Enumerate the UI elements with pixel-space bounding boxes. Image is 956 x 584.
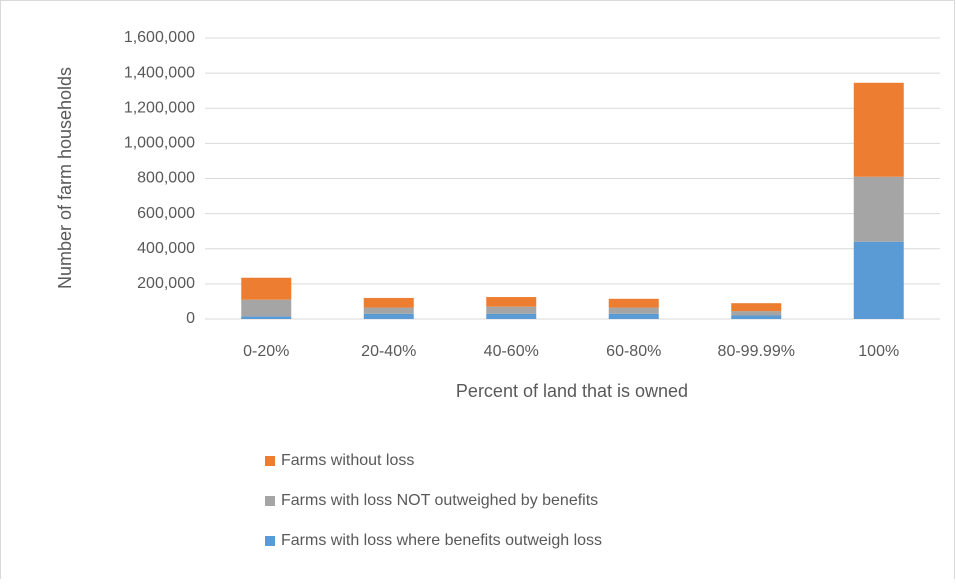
y-tick-label: 800,000 bbox=[137, 170, 195, 187]
bar-segment bbox=[853, 82, 904, 177]
bar-segment bbox=[608, 307, 659, 314]
x-axis-title: Percent of land that is owned bbox=[456, 381, 688, 401]
x-tick-label: 60-80% bbox=[606, 343, 661, 360]
y-tick-label: 1,400,000 bbox=[124, 64, 195, 81]
y-tick-label: 1,600,000 bbox=[124, 29, 195, 46]
bar-segment bbox=[363, 307, 414, 314]
x-tick-label: 80-99.99% bbox=[718, 343, 795, 360]
bar-segment bbox=[241, 277, 292, 300]
y-tick-label: 200,000 bbox=[137, 275, 195, 292]
y-tick-label: 600,000 bbox=[137, 205, 195, 222]
bar-segment bbox=[363, 297, 414, 308]
legend-label: Farms with loss NOT outweighed by benefi… bbox=[281, 492, 598, 509]
bar-segment bbox=[608, 298, 659, 308]
y-tick-label: 1,000,000 bbox=[124, 135, 195, 152]
bar-segment bbox=[241, 316, 292, 319]
legend-label: Farms without loss bbox=[281, 452, 414, 469]
bar-segment bbox=[731, 311, 782, 316]
bar-segment bbox=[241, 299, 292, 317]
bar-segment bbox=[731, 315, 782, 319]
x-tick-label: 0-20% bbox=[243, 343, 289, 360]
y-tick-label: 0 bbox=[186, 310, 195, 327]
bar-segment bbox=[853, 241, 904, 319]
legend-swatch bbox=[265, 496, 275, 506]
bar-segment bbox=[853, 176, 904, 242]
legend-swatch bbox=[265, 456, 275, 466]
x-tick-label: 40-60% bbox=[484, 343, 539, 360]
y-tick-label: 1,200,000 bbox=[124, 99, 195, 116]
bar-segment bbox=[608, 313, 659, 319]
bar-segment bbox=[731, 303, 782, 312]
bar-segment bbox=[486, 306, 537, 314]
bar-segment bbox=[486, 313, 537, 319]
x-tick-label: 20-40% bbox=[361, 343, 416, 360]
bar-segment bbox=[486, 297, 537, 307]
bar-segment bbox=[363, 313, 414, 319]
x-tick-label: 100% bbox=[858, 343, 899, 360]
y-axis-title: Number of farm households bbox=[55, 67, 75, 289]
legend-swatch bbox=[265, 536, 275, 546]
y-tick-label: 400,000 bbox=[137, 240, 195, 257]
legend-label: Farms with loss where benefits outweigh … bbox=[281, 532, 602, 549]
